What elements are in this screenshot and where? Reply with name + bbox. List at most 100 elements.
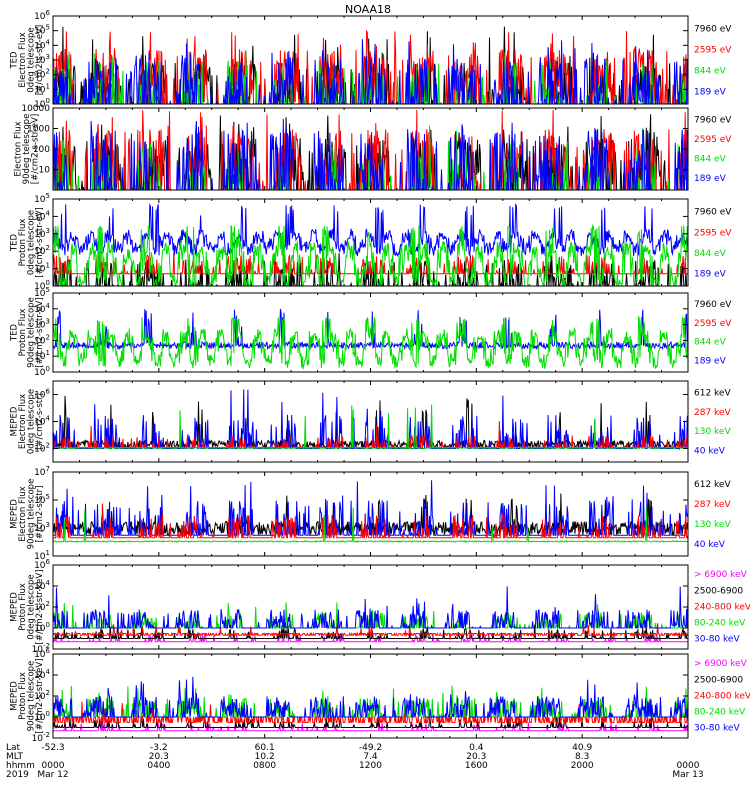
legend-entry: 2595 eV (694, 319, 732, 329)
y-tick-label: 101 (34, 82, 50, 95)
panel-traces (53, 389, 688, 451)
y-tick-label: 103 (34, 318, 50, 331)
series-trace-8-5 (53, 676, 688, 719)
panel-traces (53, 26, 688, 104)
series-trace-2-3 (53, 125, 688, 190)
y-axis-label-line: Electron Flux (18, 32, 28, 87)
series-trace-7-5 (53, 586, 688, 630)
y-tick-label: 104 (34, 302, 50, 315)
mlt-value: 20.3 (466, 752, 486, 762)
series-trace-5-2 (53, 389, 688, 451)
legend-entry: 844 eV (694, 155, 727, 165)
y-tick-label: 103 (34, 227, 50, 240)
y-axis-label-line: [#/cm2-s-str-eV] (35, 25, 45, 95)
panel-traces (53, 480, 688, 543)
y-tick-label: 101 (34, 349, 50, 362)
y-axis-label-line: 0deg telescope (26, 574, 36, 639)
series-trace-6-4 (53, 507, 688, 543)
y-axis-label-line: [#/cm2-s-str-keV] (35, 570, 45, 645)
legend-entry: 130 keV (694, 520, 731, 530)
legend-entry: 612 keV (694, 388, 731, 398)
lat-value: -49.2 (359, 743, 382, 753)
y-tick-label: 100 (34, 279, 50, 292)
legend-entry: 287 keV (694, 408, 731, 418)
panel-traces (53, 109, 688, 190)
y-tick-label: 100 (34, 621, 50, 634)
hhmm-value: 0000 (677, 761, 700, 771)
legend-entry: 240-800 keV (694, 691, 750, 701)
hhmm-value: 0400 (147, 761, 170, 771)
y-axis-label-line: TED (9, 233, 19, 252)
series-trace-6-2 (53, 480, 688, 538)
y-axis-label-line: Electron Flux (14, 121, 24, 176)
lat-value: -52.3 (41, 743, 64, 753)
legend-entry: 7960 eV (694, 116, 732, 126)
y-tick-label: 103 (34, 521, 50, 534)
series-trace-4-4 (53, 315, 688, 370)
y-axis-label-line: Proton Flux (18, 583, 28, 631)
legend-entry: 189 eV (694, 174, 727, 184)
legend-entry: 2595 eV (694, 135, 732, 145)
y-tick-label: 101 (34, 549, 50, 562)
y-tick-label: 104 (34, 579, 50, 592)
series-trace-3-4 (53, 224, 688, 286)
series-trace-8-3 (53, 701, 688, 723)
footer-row-label: MLT (6, 752, 24, 762)
panel-traces (53, 203, 688, 286)
y-tick-label: 104 (34, 209, 50, 222)
legend-entry: 7960 eV (694, 208, 732, 218)
panel-traces (53, 676, 688, 733)
hhmm-value: 1600 (465, 761, 488, 771)
legend-entry: 40 keV (694, 540, 726, 550)
y-tick-label: 100 (34, 365, 50, 378)
legend-entry: 2500-6900 (694, 675, 743, 685)
series-trace-2-4 (53, 118, 688, 190)
y-tick-label: 105 (34, 192, 50, 205)
y-axis-label-line: [#/cm2-s-str-keV] (35, 659, 45, 734)
y-tick-label: 102 (34, 333, 50, 346)
legend-entry: 2595 eV (694, 228, 732, 238)
series-trace-4-3 (53, 308, 688, 351)
legend-entry: 612 keV (694, 480, 731, 490)
panel-traces (53, 586, 688, 644)
y-tick-label: 106 (34, 558, 50, 571)
y-tick-label: 104 (34, 38, 50, 51)
y-tick-label: 101 (34, 262, 50, 275)
date-value: Mar 12 (37, 770, 68, 780)
y-axis-label-line: [#/cm2-s-str-eV] (31, 114, 41, 184)
series-trace-1-2 (53, 29, 688, 104)
series-trace-7-2 (53, 623, 688, 641)
series-trace-8-1 (53, 721, 688, 733)
lat-value: 0.4 (469, 743, 484, 753)
y-axis-label-line: 0deg telescope (26, 27, 36, 92)
y-tick-label: 10 (39, 166, 51, 176)
series-trace-5-1 (53, 395, 688, 451)
hhmm-value: 1200 (359, 761, 382, 771)
series-trace-7-1 (53, 631, 688, 644)
y-axis-label-line: 90deg telescope (22, 114, 32, 185)
y-tick-label: 105 (34, 493, 50, 506)
panel-frame (52, 380, 689, 463)
series-trace-1-3 (53, 50, 688, 104)
y-tick-label: 106 (34, 9, 50, 22)
y-tick-label: 1000 (27, 125, 50, 135)
mlt-value: 20.3 (149, 752, 169, 762)
y-axis-label-line: Proton Flux (18, 309, 28, 357)
legend-entry: > 6900 keV (694, 570, 748, 580)
legend-entry: 7960 eV (694, 300, 732, 310)
